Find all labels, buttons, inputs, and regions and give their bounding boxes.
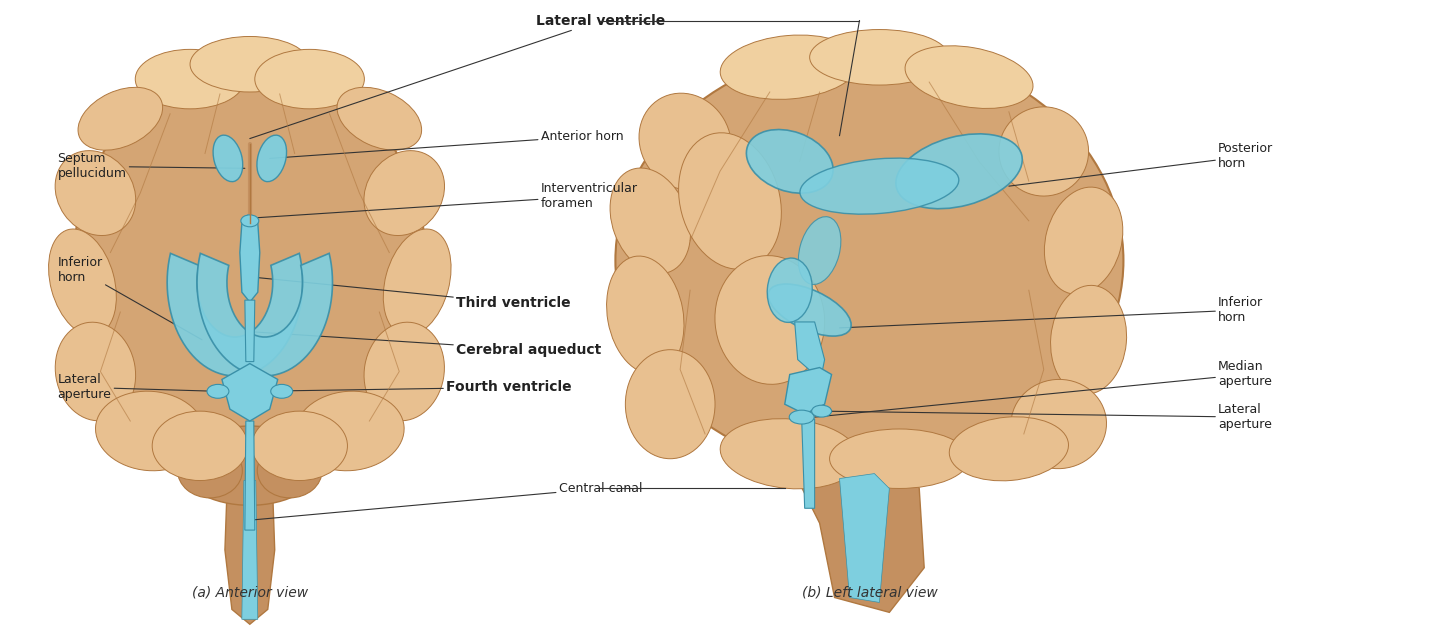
Text: Lateral
aperture: Lateral aperture: [58, 374, 217, 401]
Text: Cerebral aqueduct: Cerebral aqueduct: [253, 332, 602, 357]
Ellipse shape: [809, 30, 949, 85]
Polygon shape: [197, 253, 333, 376]
Ellipse shape: [829, 429, 969, 488]
Ellipse shape: [714, 256, 825, 384]
Ellipse shape: [383, 229, 451, 336]
Polygon shape: [775, 434, 924, 612]
Ellipse shape: [639, 93, 732, 190]
Ellipse shape: [812, 405, 831, 417]
Ellipse shape: [177, 444, 242, 498]
Text: Inferior
horn: Inferior horn: [840, 296, 1263, 328]
Ellipse shape: [801, 158, 959, 214]
Ellipse shape: [153, 411, 248, 481]
Polygon shape: [167, 253, 302, 376]
Ellipse shape: [255, 49, 364, 109]
Ellipse shape: [896, 134, 1022, 209]
Ellipse shape: [625, 350, 716, 459]
Ellipse shape: [207, 384, 229, 398]
Ellipse shape: [364, 151, 445, 236]
Polygon shape: [245, 300, 255, 362]
Text: Median
aperture: Median aperture: [815, 360, 1272, 417]
Ellipse shape: [55, 151, 135, 236]
Ellipse shape: [252, 411, 347, 481]
Ellipse shape: [295, 391, 405, 471]
Ellipse shape: [606, 256, 684, 374]
Ellipse shape: [999, 107, 1089, 196]
Ellipse shape: [615, 47, 1123, 474]
Ellipse shape: [55, 322, 135, 421]
Text: Third ventricle: Third ventricle: [255, 277, 570, 310]
Text: Anterior horn: Anterior horn: [269, 130, 624, 158]
Ellipse shape: [49, 229, 117, 336]
Polygon shape: [240, 213, 259, 302]
Ellipse shape: [768, 284, 851, 336]
Ellipse shape: [798, 217, 841, 285]
Polygon shape: [245, 421, 255, 530]
Polygon shape: [795, 322, 825, 374]
Polygon shape: [802, 419, 815, 508]
Ellipse shape: [258, 444, 323, 498]
Text: (a) Anterior view: (a) Anterior view: [192, 585, 308, 600]
Text: Lateral ventricle: Lateral ventricle: [249, 14, 665, 139]
Ellipse shape: [720, 419, 860, 489]
Ellipse shape: [72, 59, 428, 486]
Ellipse shape: [906, 46, 1032, 108]
Ellipse shape: [768, 258, 812, 323]
Ellipse shape: [78, 88, 163, 150]
Text: Inferior
horn: Inferior horn: [58, 256, 202, 340]
Polygon shape: [222, 364, 278, 421]
Ellipse shape: [789, 410, 814, 424]
Text: Septum
pellucidum: Septum pellucidum: [58, 152, 245, 180]
Ellipse shape: [256, 135, 287, 181]
Polygon shape: [242, 481, 258, 619]
Polygon shape: [840, 474, 890, 602]
Ellipse shape: [949, 417, 1068, 481]
Ellipse shape: [337, 88, 422, 150]
Ellipse shape: [1051, 285, 1126, 394]
Ellipse shape: [678, 133, 782, 269]
Ellipse shape: [213, 135, 243, 181]
Ellipse shape: [240, 215, 259, 227]
Text: Central canal: Central canal: [249, 482, 642, 520]
Ellipse shape: [180, 426, 320, 505]
Text: (b) Left lateral view: (b) Left lateral view: [802, 585, 937, 600]
Ellipse shape: [364, 322, 445, 421]
Text: Interventricular
foramen: Interventricular foramen: [255, 182, 638, 218]
Text: Posterior
horn: Posterior horn: [1009, 142, 1273, 186]
Polygon shape: [225, 466, 275, 624]
Ellipse shape: [190, 37, 310, 92]
Polygon shape: [785, 367, 831, 414]
Ellipse shape: [720, 35, 860, 100]
Text: Lateral
aperture: Lateral aperture: [822, 403, 1272, 431]
Ellipse shape: [135, 49, 245, 109]
Ellipse shape: [1044, 187, 1123, 294]
Text: Fourth ventricle: Fourth ventricle: [255, 381, 572, 394]
Ellipse shape: [746, 130, 834, 193]
Ellipse shape: [95, 391, 204, 471]
Ellipse shape: [271, 384, 292, 398]
Ellipse shape: [611, 168, 690, 273]
Ellipse shape: [1011, 379, 1106, 469]
